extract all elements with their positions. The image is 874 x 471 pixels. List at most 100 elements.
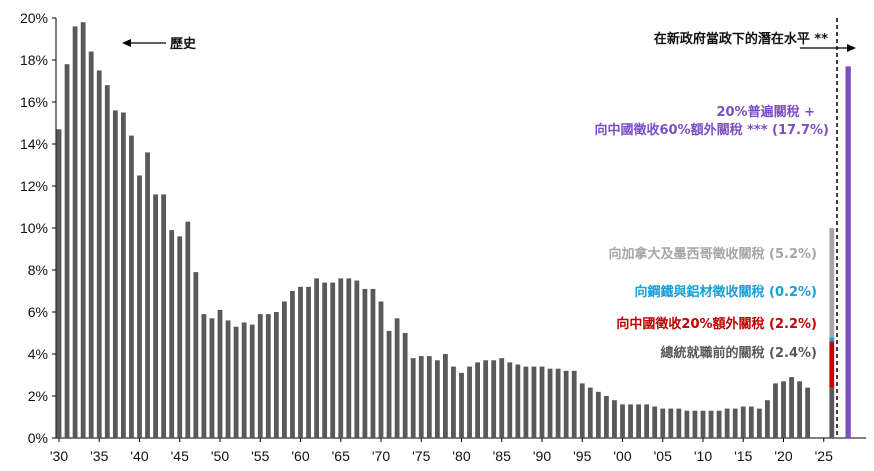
stack-canada-mexico-bar xyxy=(829,228,835,338)
history-bar xyxy=(104,85,110,438)
universal-tariff-label-line2: 向中國徵收60%額外關稅 *** (17.7%) xyxy=(594,122,829,138)
pre-inauguration-tariff-label: 總統就職前的關稅 (2.4%) xyxy=(661,345,817,361)
history-bar xyxy=(153,194,158,438)
y-tick-label: 18% xyxy=(20,52,48,68)
history-bar xyxy=(515,364,521,438)
history-bar xyxy=(338,278,344,438)
history-bar xyxy=(201,314,207,438)
history-bar xyxy=(700,410,706,438)
history-bar xyxy=(499,358,505,438)
history-bar xyxy=(756,408,762,438)
history-bar xyxy=(137,175,142,438)
x-axis: '30 '35 '40 '45 '50 '55 '60 '65 '70 '75 '80 '85 '90 '… xyxy=(50,437,866,464)
history-bar xyxy=(314,278,319,438)
x-tick-label: '50 xyxy=(211,448,229,464)
universal-tariff-label-line1: 20%普遍關稅 + xyxy=(716,104,815,120)
history-bar xyxy=(483,360,489,438)
history-bar xyxy=(177,236,183,438)
history-bar xyxy=(547,368,553,438)
history-bar xyxy=(748,406,754,438)
history-bar xyxy=(129,135,134,438)
history-bar xyxy=(257,314,263,438)
history-bar xyxy=(612,400,617,438)
x-tick-label: '65 xyxy=(332,448,350,464)
x-tick-label: '15 xyxy=(734,448,752,464)
x-tick-label: '85 xyxy=(493,448,511,464)
history-bar xyxy=(217,309,223,438)
history-bar xyxy=(676,408,682,438)
potential-stack-group xyxy=(829,66,851,439)
history-bar xyxy=(209,318,215,438)
history-bar xyxy=(298,286,303,438)
x-tick-label: '55 xyxy=(251,448,269,464)
history-bar xyxy=(112,110,118,439)
history-bar xyxy=(233,326,239,438)
x-tick-label: '60 xyxy=(291,448,309,464)
bars-group xyxy=(56,22,811,439)
history-bar xyxy=(652,406,658,438)
history-bar xyxy=(225,320,231,438)
history-bar xyxy=(169,230,175,438)
history-bar xyxy=(322,282,328,438)
history-bar xyxy=(467,366,472,438)
history-bar xyxy=(241,322,247,438)
history-bar xyxy=(434,360,440,438)
canada-mexico-tariff-label: 向加拿大及墨西哥徵收關稅 (5.2%) xyxy=(609,246,817,262)
history-bar xyxy=(765,400,770,438)
x-tick-label: '75 xyxy=(412,448,430,464)
history-bar xyxy=(426,356,432,438)
history-bar xyxy=(668,408,674,438)
history-bar xyxy=(781,381,786,438)
history-bar xyxy=(587,387,593,438)
history-bar xyxy=(732,408,738,438)
history-bar xyxy=(273,312,279,438)
stack-pre-inauguration-bar xyxy=(829,387,835,438)
y-tick-label: 12% xyxy=(20,178,48,194)
history-bar xyxy=(459,372,464,438)
history-bar xyxy=(193,272,199,438)
x-tick-label: '70 xyxy=(372,448,390,464)
china-20pct-tariff-label: 向中國徵收20%額外關稅 (2.2%) xyxy=(616,316,817,332)
x-tick-label: '45 xyxy=(171,448,189,464)
y-tick-label: 6% xyxy=(28,304,48,320)
stack-china-20pct-bar xyxy=(829,341,835,388)
x-tick-label: '40 xyxy=(130,448,148,464)
history-bar xyxy=(290,291,295,438)
history-bar xyxy=(571,370,577,438)
history-bar xyxy=(402,333,408,438)
history-bar xyxy=(185,221,191,438)
y-tick-label: 16% xyxy=(20,94,48,110)
history-bar xyxy=(620,404,625,438)
history-bar xyxy=(636,404,641,438)
history-bar xyxy=(249,324,255,438)
history-bar xyxy=(604,396,609,438)
potential-arrow-head xyxy=(847,44,856,52)
x-tick-label: '35 xyxy=(90,448,108,464)
history-bar xyxy=(346,278,352,438)
history-bar xyxy=(265,314,271,438)
x-tick-label: '05 xyxy=(654,448,672,464)
history-arrow-head xyxy=(122,39,131,47)
history-bar xyxy=(330,282,336,438)
y-tick-label: 14% xyxy=(20,136,48,152)
x-tick-label: '25 xyxy=(815,448,833,464)
history-bar xyxy=(370,288,376,438)
history-bar xyxy=(773,383,778,438)
history-bar xyxy=(56,129,62,439)
history-bar xyxy=(539,366,545,438)
history-bar xyxy=(555,368,561,438)
history-bar xyxy=(378,301,384,438)
x-tick-label: '80 xyxy=(452,448,470,464)
history-bar xyxy=(644,404,650,438)
history-bar xyxy=(740,406,746,438)
history-bar xyxy=(563,370,569,438)
history-bar xyxy=(692,410,698,438)
y-tick-label: 4% xyxy=(28,346,48,362)
history-bar xyxy=(491,360,497,438)
x-tick-label: '20 xyxy=(774,448,792,464)
history-bar xyxy=(362,288,368,438)
history-bar xyxy=(282,301,287,438)
history-bar xyxy=(507,362,513,438)
history-bar xyxy=(595,391,601,438)
